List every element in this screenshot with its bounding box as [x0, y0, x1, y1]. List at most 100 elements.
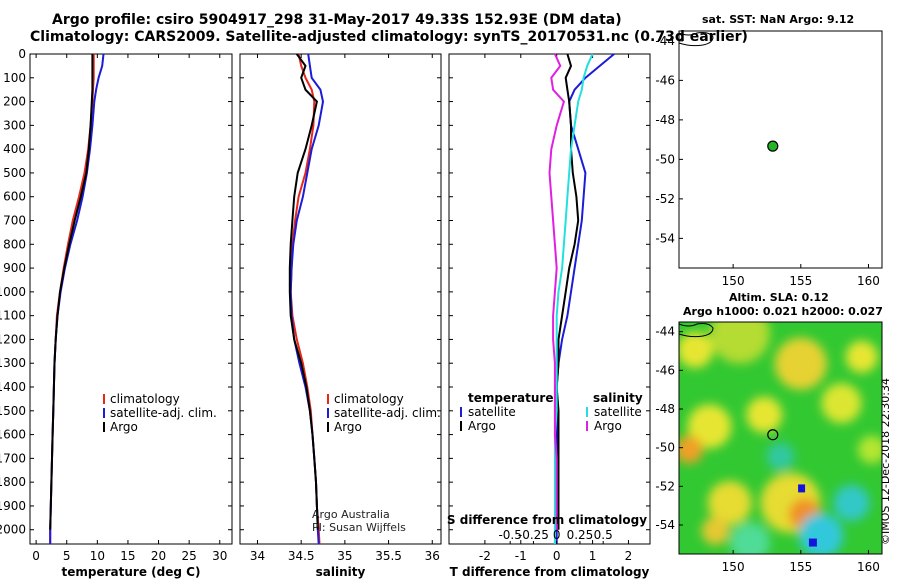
series-line-satellite-salinity	[553, 53, 594, 544]
depth-tick-label: 100	[3, 71, 26, 85]
map-y-tick-label: -46	[655, 363, 675, 377]
sla-blob	[730, 522, 771, 554]
map-y-tick-label: -48	[655, 402, 675, 416]
depth-tick-label: 200	[3, 95, 26, 109]
sla-blob	[766, 442, 795, 471]
x-tick-label: 0	[553, 549, 561, 563]
legend-label: climatology	[110, 392, 180, 406]
map-bottom-title-2: Argo h1000: 0.021 h2000: 0.027	[683, 305, 883, 318]
panel-frame-2	[448, 53, 651, 545]
series-line-argo	[49, 54, 94, 530]
map-x-tick-label: 150	[722, 560, 745, 574]
legend-label: satellite	[468, 405, 516, 419]
depth-tick-label: 1000	[0, 285, 26, 299]
sla-low-spot	[808, 538, 817, 547]
legend-title-temperature: temperature	[468, 391, 553, 405]
sla-blobs	[679, 322, 882, 554]
series-line-argo-salinity	[548, 53, 566, 530]
x-tick-label: 20	[151, 549, 166, 563]
legend-label: Argo	[594, 419, 622, 433]
argo-location-marker	[767, 140, 779, 152]
sla-blob	[679, 435, 704, 464]
map-y-tick-label: -44	[655, 34, 675, 48]
depth-tick-label: 1600	[0, 428, 26, 442]
secondary-x-tick-label: 0.25	[567, 528, 594, 542]
map-top-title: sat. SST: NaN Argo: 9.12	[702, 13, 855, 26]
sla-blob	[845, 340, 878, 373]
map-y-tick-label: -54	[655, 231, 675, 245]
sla-blob	[679, 331, 714, 368]
secondary-x-tick-label: -0.25	[518, 528, 549, 542]
map-x-tick-label: 160	[857, 274, 880, 288]
x-tick-label: 0	[32, 549, 40, 563]
depth-tick-label: 1400	[0, 380, 26, 394]
depth-tick-label: 1300	[0, 356, 26, 370]
x-tick-label: 10	[90, 549, 105, 563]
depth-tick-label: 600	[3, 190, 26, 204]
legend-label: satellite	[594, 405, 642, 419]
map-y-tick-label: -50	[655, 441, 675, 455]
secondary-x-tick-label: 0	[553, 528, 561, 542]
x-tick-label: 34.5	[288, 549, 315, 563]
x-tick-label: 25	[182, 549, 197, 563]
depth-tick-label: 500	[3, 166, 26, 180]
depth-tick-label: 1800	[0, 475, 26, 489]
x-axis-label: temperature (deg C)	[62, 565, 201, 579]
x-tick-label: 35.5	[375, 549, 402, 563]
x-tick-label: 30	[212, 549, 227, 563]
map-frame-bottom	[678, 321, 883, 555]
legend-label: Argo	[110, 420, 138, 434]
depth-tick-label: 1900	[0, 499, 26, 513]
map-x-tick-label: 160	[857, 560, 880, 574]
sla-blob	[687, 404, 732, 449]
depth-tick-label: 0	[18, 47, 26, 61]
map-x-tick-label: 150	[722, 274, 745, 288]
x-tick-label: 15	[120, 549, 135, 563]
title-line-2: Climatology: CARS2009. Satellite-adjuste…	[30, 29, 748, 45]
map-y-tick-label: -44	[655, 325, 675, 339]
depth-tick-label: 400	[3, 142, 26, 156]
series-line-climatology	[49, 54, 95, 544]
legend-label: climatology	[334, 392, 404, 406]
sla-field	[679, 322, 882, 554]
depth-tick-label: 700	[3, 214, 26, 228]
sla-blob	[701, 516, 730, 545]
x-tick-label: 36	[425, 549, 440, 563]
x-tick-label: 5	[63, 549, 71, 563]
sla-blob	[746, 396, 783, 433]
panel-frame-1	[239, 53, 442, 545]
depth-tick-label: 2000	[0, 523, 26, 537]
depth-tick-label: 1200	[0, 332, 26, 346]
coastline-top	[678, 32, 714, 47]
depth-tick-label: 300	[3, 118, 26, 132]
legend-label: satellite-adj. clim.	[334, 406, 441, 420]
x-tick-label: 2	[625, 549, 633, 563]
depth-tick-label: 1700	[0, 451, 26, 465]
sla-blob	[774, 337, 827, 390]
series-line-argo-temperature	[555, 53, 580, 530]
map-y-tick-label: -46	[655, 73, 675, 87]
legend-label: Argo	[468, 419, 496, 433]
coastline-bottom	[678, 323, 714, 338]
title-line-1: Argo profile: csiro 5904917_298 31-May-2…	[52, 12, 622, 28]
legend-label: Argo	[334, 420, 362, 434]
legend-label: satellite-adj. clim.	[110, 406, 217, 420]
x-tick-label: 34	[250, 549, 265, 563]
x-axis-label: T difference from climatology	[450, 565, 650, 579]
sla-low-spot	[798, 484, 806, 493]
x-tick-label: 1	[589, 549, 597, 563]
sla-blob	[799, 513, 844, 554]
x-tick-label: -1	[515, 549, 527, 563]
secondary-x-tick-label: 0.5	[594, 528, 613, 542]
x-tick-label: -2	[479, 549, 491, 563]
secondary-x-tick-label: -0.5	[498, 528, 521, 542]
map-y-tick-label: -52	[655, 192, 675, 206]
sla-blob	[707, 480, 752, 525]
map-y-tick-label: -50	[655, 152, 675, 166]
sla-blob	[821, 383, 862, 424]
series-line-argo	[288, 53, 319, 530]
map-bottom-title-1: Altim. SLA: 0.12	[729, 291, 829, 304]
panel-frame-0	[29, 53, 233, 545]
annotation-pi: PI: Susan Wijffels	[312, 521, 406, 534]
